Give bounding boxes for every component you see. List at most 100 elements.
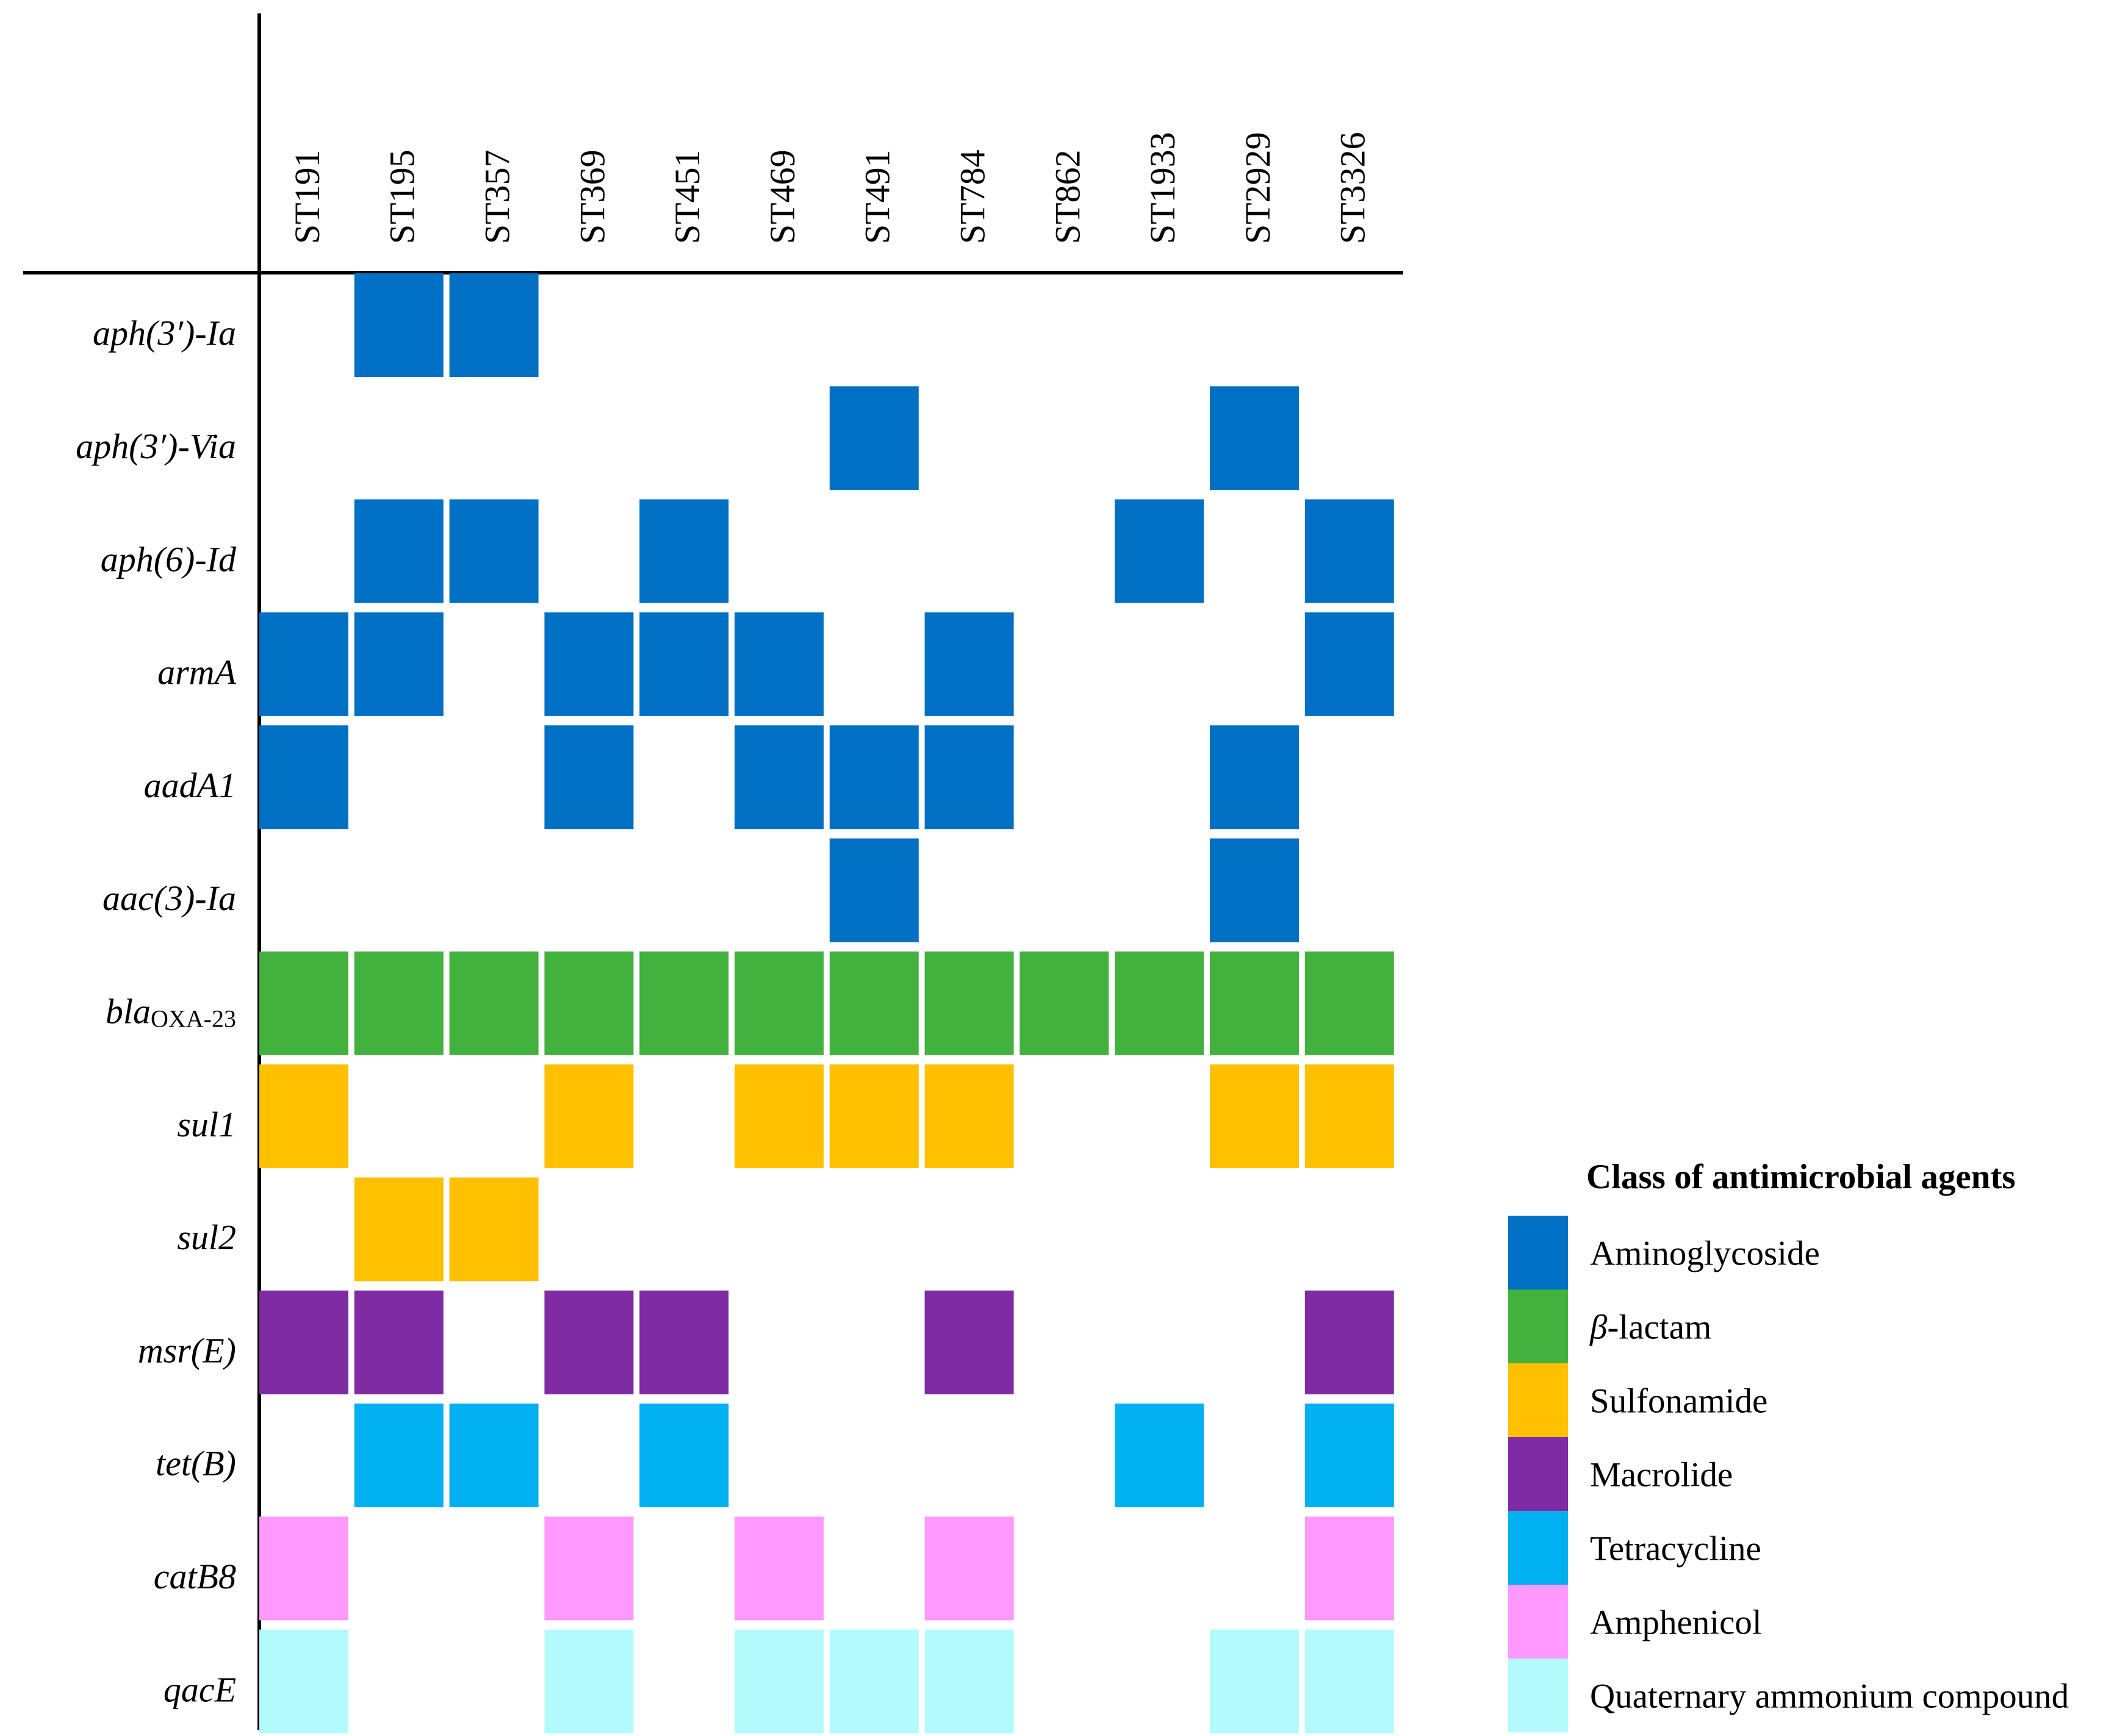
legend-label: Aminoglycoside (1590, 1235, 1820, 1273)
heatmap-cell (544, 951, 634, 1055)
heatmap-cell (1304, 1629, 1394, 1734)
column-label: ST784 (953, 149, 993, 244)
heatmap-cell (354, 273, 444, 377)
heatmap-cell (544, 1064, 634, 1169)
heatmap-cell (449, 499, 539, 603)
heatmap-cell (924, 1064, 1014, 1169)
heatmap-cell (259, 612, 348, 716)
heatmap-cell (829, 1629, 919, 1734)
heatmap-cell (924, 1629, 1014, 1734)
heatmap-cell (259, 951, 348, 1055)
heatmap-cell (829, 725, 919, 830)
row-label: aph(3′)-Via (76, 426, 236, 466)
column-label: ST2929 (1238, 132, 1278, 244)
row-label: msr(E) (138, 1330, 236, 1370)
column-labels: ST191 ST195 ST357 ST369 ST451 ST469 ST491 ST784… (287, 132, 1373, 244)
heatmap-cell (1115, 499, 1204, 603)
legend-label: β-lactam (1589, 1308, 1711, 1347)
column-label: ST195 (383, 149, 422, 244)
legend-swatch (1508, 1289, 1568, 1363)
heatmap-cell (1019, 951, 1109, 1055)
legend-title: Class of antimicrobial agents (1586, 1158, 2016, 1196)
heatmap-cell (735, 612, 824, 716)
heatmap-cell (354, 499, 444, 603)
heatmap-cell (354, 1404, 444, 1507)
row-label-subscript: OXA-23 (151, 1005, 236, 1032)
legend-swatch (1508, 1659, 1568, 1732)
heatmap-cell (544, 1516, 634, 1621)
heatmap-cell (259, 1516, 348, 1621)
legend-label: Quaternary ammonium compound (1590, 1677, 2069, 1716)
row-label: aph(6)-Id (101, 539, 237, 579)
heatmap-cell (829, 386, 919, 490)
heatmap-cell (449, 951, 539, 1055)
legend-label: Sulfonamide (1590, 1382, 1767, 1421)
heatmap-cell (639, 951, 729, 1055)
column-label: ST491 (858, 149, 897, 244)
heatmap-cell (1304, 1064, 1394, 1169)
heatmap-cell (924, 1516, 1014, 1621)
heatmap-cell (735, 725, 824, 830)
heatmap-cells (259, 273, 1394, 1734)
heatmap-cell (639, 612, 729, 716)
heatmap-cell (735, 1516, 824, 1621)
row-labels: aph(3′)-Ia aph(3′)-Via aph(6)-Id armA aadA1 a… (76, 314, 237, 1710)
heatmap-cell (924, 1290, 1014, 1394)
heatmap-cell (1115, 951, 1204, 1055)
heatmap-cell (924, 951, 1014, 1055)
heatmap-cell (1304, 1404, 1394, 1507)
heatmap-cell (639, 499, 729, 603)
heatmap-cell (1304, 499, 1394, 603)
heatmap-cell (924, 612, 1014, 716)
heatmap-cell (1210, 1064, 1299, 1169)
heatmap-cell (1210, 725, 1299, 830)
column-label: ST451 (667, 149, 707, 244)
column-label: ST1933 (1143, 132, 1182, 244)
column-label: ST369 (572, 149, 612, 244)
column-label: ST862 (1048, 149, 1087, 244)
row-label: tet(B) (156, 1444, 236, 1483)
heatmap-cell (449, 1404, 539, 1507)
heatmap-cell (544, 725, 634, 830)
heatmap-cell (1115, 1404, 1204, 1507)
heatmap-cell (639, 1404, 729, 1507)
legend-swatch (1508, 1585, 1568, 1659)
heatmap-cell (1210, 951, 1299, 1055)
heatmap-cell (639, 1290, 729, 1394)
heatmap-cell (1210, 1629, 1299, 1734)
row-label: sul2 (177, 1218, 236, 1257)
legend-label: Macrolide (1590, 1456, 1733, 1494)
legend-label: Amphenicol (1590, 1604, 1762, 1642)
legend-label: Tetracycline (1590, 1530, 1761, 1568)
row-label: aadA1 (144, 766, 236, 805)
heatmap-cell (735, 1064, 824, 1169)
row-label: catB8 (154, 1557, 236, 1596)
legend-swatch (1508, 1437, 1568, 1511)
heatmap-cell (829, 951, 919, 1055)
heatmap-cell (449, 1177, 539, 1282)
row-label: blaOXA-23 (106, 991, 236, 1032)
heatmap-cell (544, 612, 634, 716)
heatmap-cell (1304, 1290, 1394, 1394)
column-label: ST469 (763, 149, 802, 244)
row-label: armA (157, 653, 236, 692)
heatmap-cell (544, 1629, 634, 1734)
heatmap-cell (449, 273, 539, 377)
column-label: ST357 (478, 149, 517, 244)
heatmap-cell (354, 612, 444, 716)
heatmap-cell (354, 1177, 444, 1282)
heatmap-cell (354, 1290, 444, 1394)
legend: Class of antimicrobial agents Aminoglycos… (1508, 1158, 2069, 1732)
legend-swatch (1508, 1216, 1568, 1289)
heatmap-cell (354, 951, 444, 1055)
row-label: aph(3′)-Ia (93, 314, 236, 353)
heatmap-cell (924, 725, 1014, 830)
heatmap-cell (829, 838, 919, 942)
legend-swatch (1508, 1363, 1568, 1437)
heatmap-cell (259, 1064, 348, 1169)
row-label: qacE (164, 1670, 236, 1709)
column-label: ST3326 (1333, 132, 1373, 244)
row-label: aac(3)-Ia (102, 878, 236, 918)
heatmap-cell (735, 1629, 824, 1734)
